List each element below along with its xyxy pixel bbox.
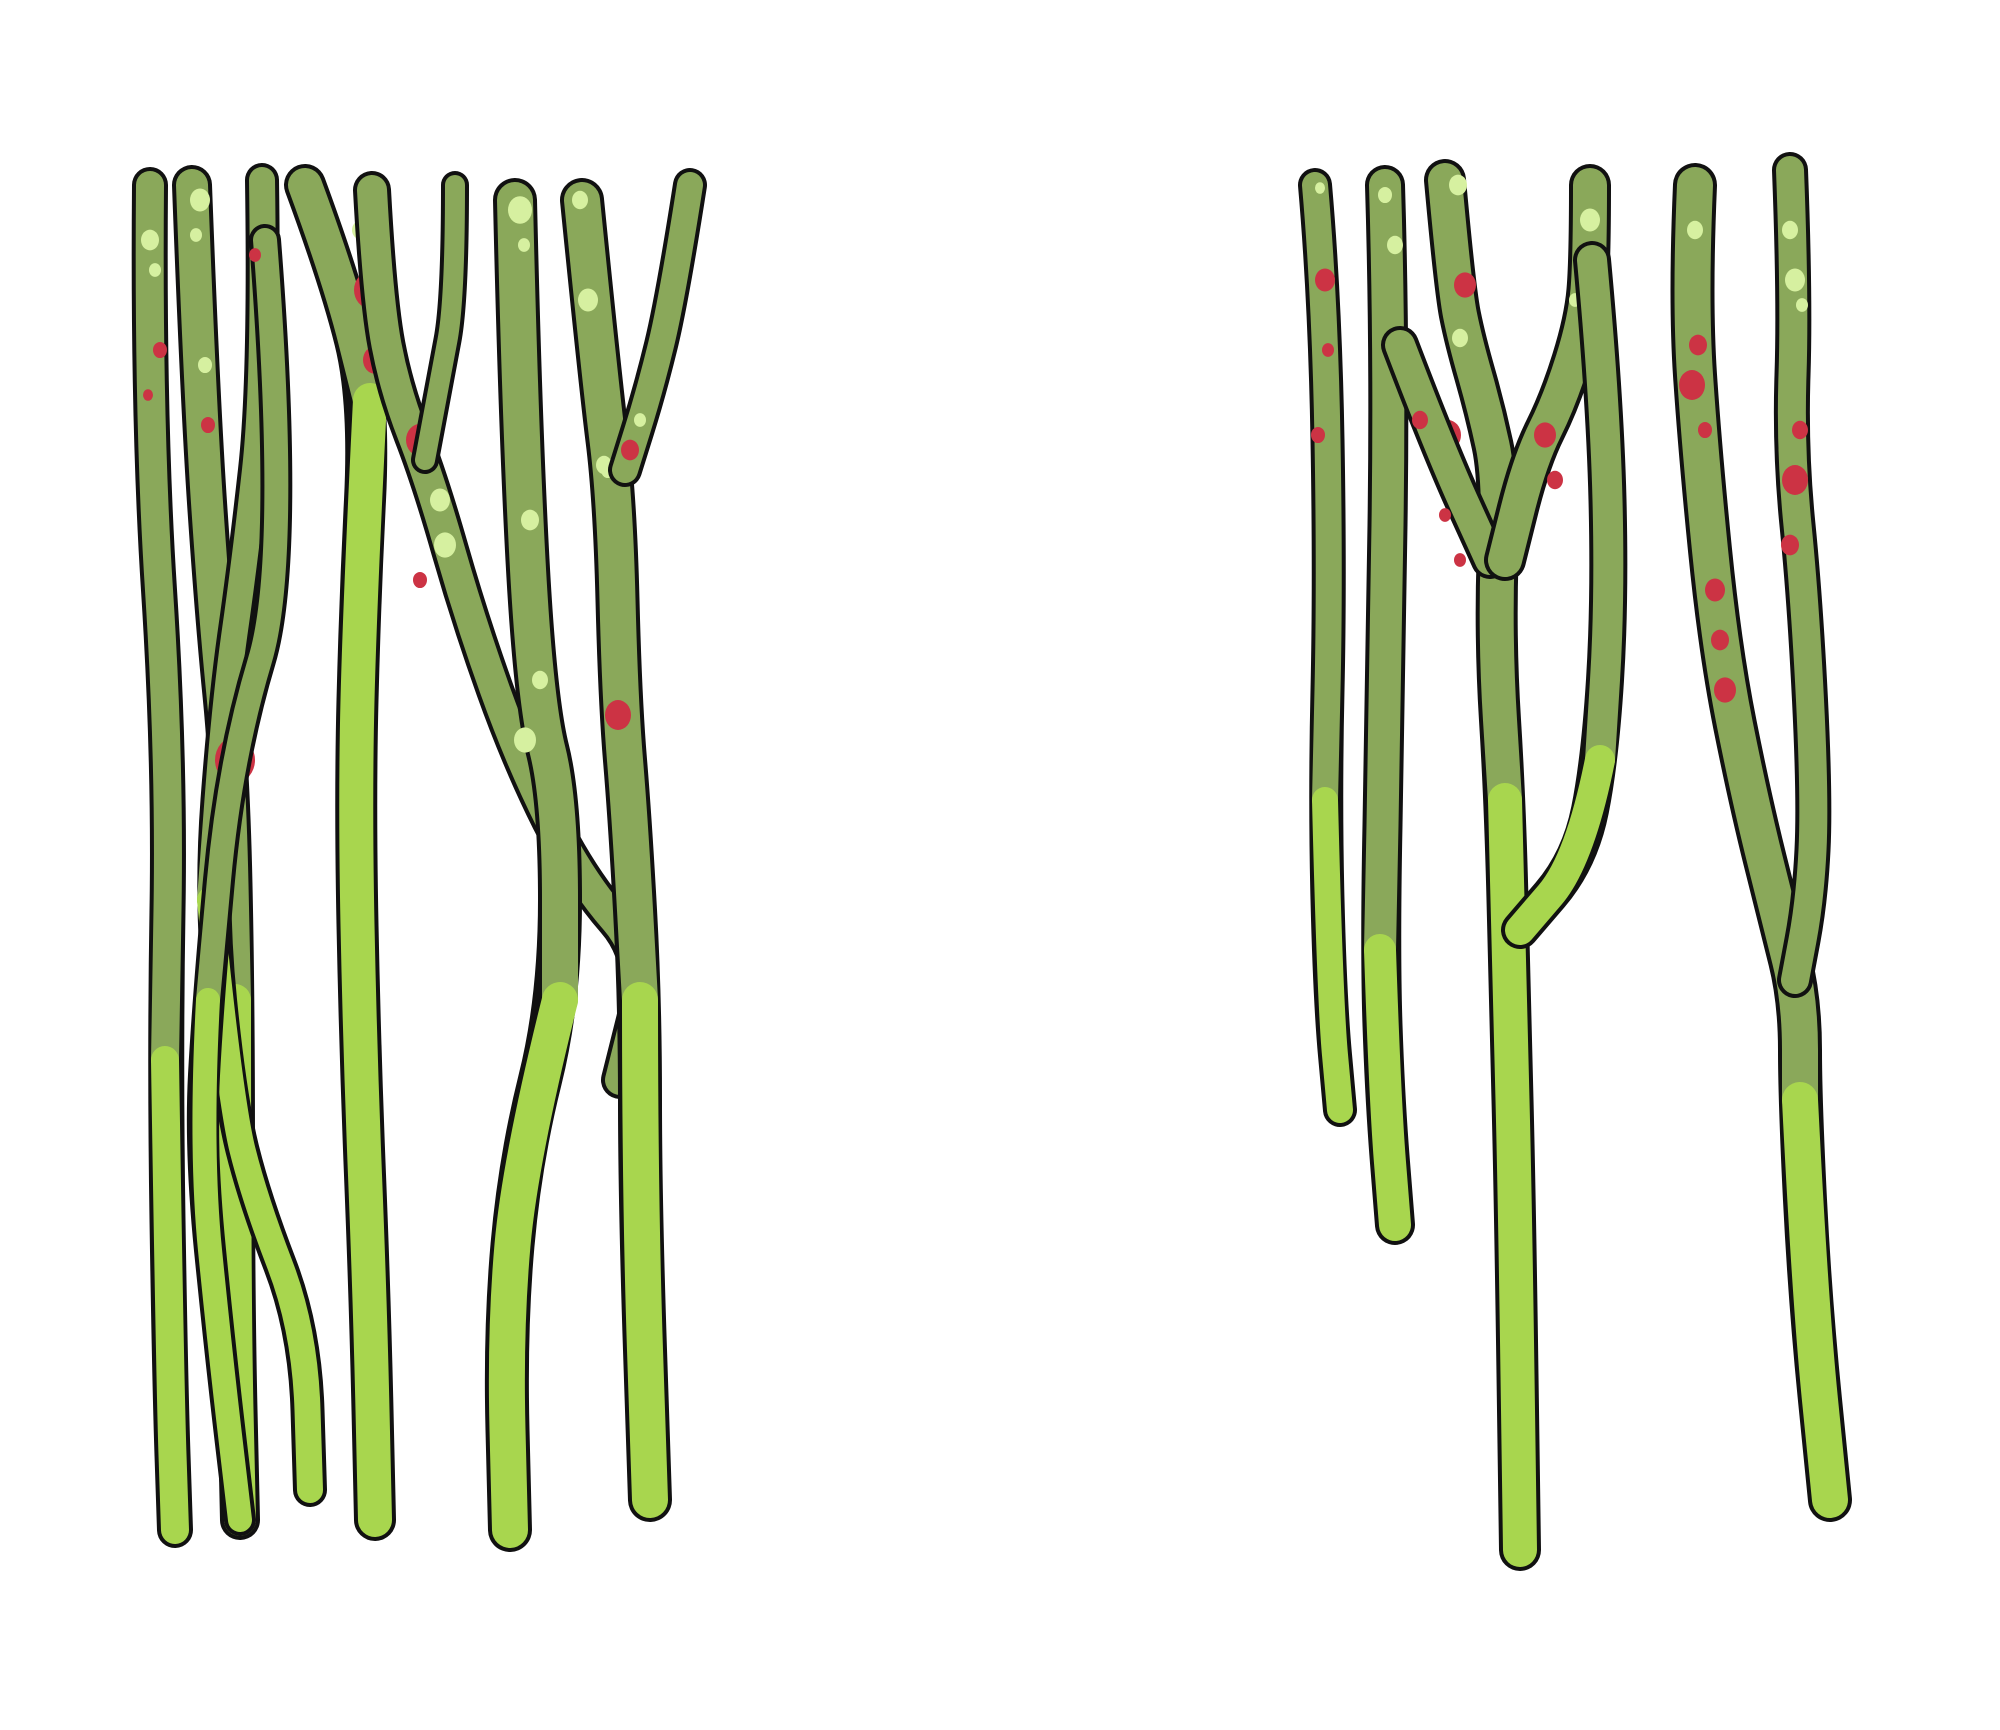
stalk — [1298, 168, 1357, 1127]
stalk-dark-section — [612, 172, 703, 483]
stalk-light-section — [1364, 934, 1411, 1241]
stalk-light-section — [622, 982, 668, 1518]
right-stalk-cluster — [1298, 152, 1852, 1571]
red-speck — [1711, 629, 1729, 651]
light-speck — [521, 509, 539, 531]
light-speck — [518, 238, 530, 252]
light-speck — [572, 190, 588, 210]
red-speck — [1454, 272, 1476, 298]
stalk-dark-section — [1385, 330, 1505, 575]
light-speck — [434, 532, 456, 558]
red-speck — [1534, 422, 1556, 448]
light-speck — [514, 727, 536, 753]
stalk-dark-section — [1577, 245, 1624, 775]
red-speck — [1547, 470, 1563, 490]
stalk-light-section — [488, 982, 578, 1548]
light-speck — [1452, 328, 1468, 348]
stalk-dark-section — [357, 175, 655, 1095]
stalk-light-section — [1312, 787, 1353, 1123]
stalk-dark-section — [1776, 156, 1828, 994]
red-speck — [1315, 268, 1335, 292]
light-speck — [190, 228, 202, 242]
stalk — [411, 171, 469, 474]
stalk — [284, 164, 396, 1541]
red-speck — [1698, 421, 1712, 439]
red-speck — [1792, 420, 1808, 440]
stalk-light-section — [151, 1046, 189, 1544]
stalk — [1381, 326, 1509, 579]
light-speck — [1687, 220, 1703, 240]
red-speck — [143, 389, 153, 401]
light-speck — [190, 188, 210, 212]
red-speck — [201, 416, 215, 434]
light-speck — [508, 196, 532, 224]
stalk — [1772, 152, 1832, 998]
red-speck — [1714, 677, 1736, 703]
light-speck — [1782, 220, 1798, 240]
light-speck — [1378, 186, 1392, 204]
light-speck — [149, 263, 161, 277]
red-speck — [413, 571, 427, 589]
stalk — [1361, 165, 1415, 1245]
stalk-dark-section — [1428, 163, 1522, 817]
stalk-light-section — [197, 887, 323, 1503]
stalk — [1670, 163, 1852, 1522]
light-speck — [198, 356, 212, 374]
red-speck — [1322, 343, 1334, 357]
stalk-light-section — [339, 383, 392, 1537]
light-speck — [578, 288, 598, 312]
red-speck — [153, 341, 167, 359]
stalk-light-section — [1505, 745, 1615, 945]
red-speck — [1689, 334, 1707, 356]
red-speck — [1454, 553, 1466, 567]
red-speck — [1439, 508, 1451, 522]
stalk-dark-section — [135, 171, 182, 1074]
light-speck — [1785, 268, 1805, 292]
light-speck — [532, 670, 548, 690]
light-speck — [1796, 298, 1808, 312]
red-speck — [1705, 578, 1725, 602]
stalk — [131, 167, 193, 1548]
stalk-light-section — [192, 988, 252, 1532]
stalk — [186, 224, 293, 1536]
light-speck — [1580, 208, 1600, 232]
stalk — [1501, 241, 1628, 949]
red-speck — [1781, 534, 1799, 556]
stalk-dark-section — [196, 228, 289, 1012]
light-speck — [634, 413, 646, 427]
stalk — [353, 171, 659, 1099]
stalk-dark-section — [1364, 169, 1405, 966]
stalk — [608, 168, 707, 487]
red-speck — [1679, 370, 1705, 400]
red-speck — [1311, 426, 1325, 444]
stalk-dark-section — [288, 168, 387, 417]
stalk-light-section — [1782, 1082, 1848, 1518]
red-speck — [1782, 465, 1808, 495]
stalk-dark-section — [415, 175, 465, 470]
light-speck — [1449, 174, 1467, 196]
red-speck — [621, 439, 639, 461]
red-speck — [1412, 410, 1428, 430]
light-speck — [1315, 182, 1325, 194]
red-speck — [249, 248, 261, 262]
stalk-dark-section — [1302, 172, 1342, 813]
stalk-dark-section — [564, 182, 658, 1018]
light-speck — [596, 455, 612, 475]
stalk — [560, 178, 672, 1522]
stalk-dark-section — [497, 182, 578, 1018]
stalk — [484, 178, 582, 1552]
red-speck — [605, 700, 631, 730]
light-speck — [430, 488, 450, 512]
light-speck — [141, 229, 159, 251]
left-stalk-cluster — [131, 163, 707, 1552]
light-speck — [1387, 235, 1403, 255]
